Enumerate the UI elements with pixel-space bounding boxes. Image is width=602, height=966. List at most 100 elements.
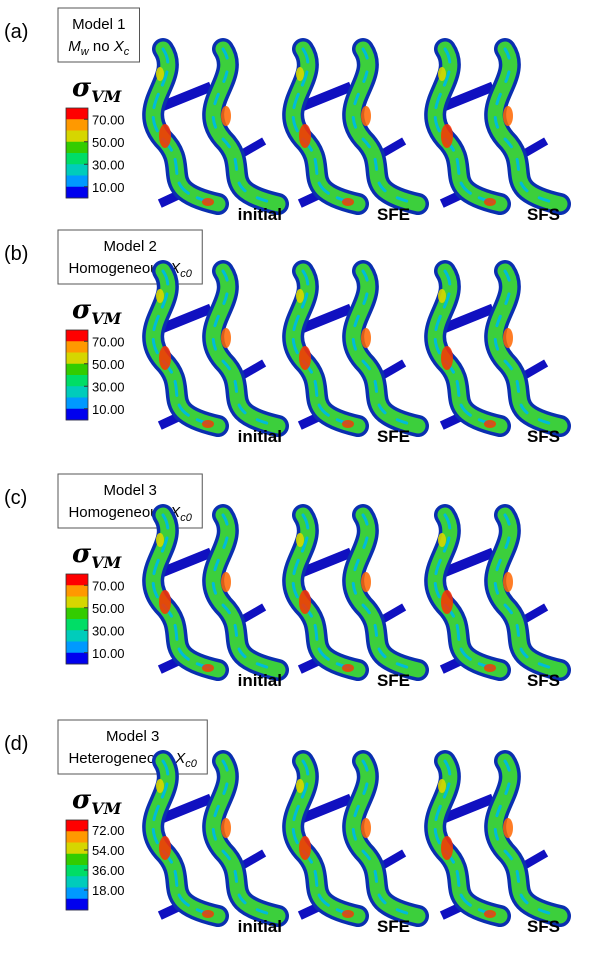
structure-image <box>293 49 418 208</box>
colorbar-band <box>66 854 88 866</box>
caption: initial <box>238 427 282 446</box>
panel: (a)Model 1Mw no XcσVM70.0050.0030.0010.0… <box>4 8 560 224</box>
caption: SFE <box>377 671 410 690</box>
colorbar-tick-label: 10.00 <box>92 180 125 195</box>
caption: initial <box>238 917 282 936</box>
text-segment: c0 <box>185 758 198 770</box>
colorbar-band <box>66 630 88 642</box>
model-name: Model 1 <box>72 16 125 33</box>
structure-image <box>435 271 560 430</box>
colorbar-band <box>66 899 88 911</box>
subscript: VM <box>91 87 122 106</box>
colorbar-tick-label: 36.00 <box>92 863 125 878</box>
symbol: σ <box>72 539 92 569</box>
structure-image <box>293 515 418 674</box>
figure: (a)Model 1Mw no XcσVM70.0050.0030.0010.0… <box>0 0 602 966</box>
colorbar-tick-label: 70.00 <box>92 578 125 593</box>
caption: SFS <box>527 917 560 936</box>
subscript: VM <box>91 309 122 328</box>
panel-label: (d) <box>4 733 28 755</box>
structure-image <box>435 515 560 674</box>
legend-symbol: σVM <box>72 539 123 572</box>
colorbar-tick-label: 70.00 <box>92 334 125 349</box>
legend-symbol: σVM <box>72 73 123 106</box>
colorbar-tick-label: 50.00 <box>92 357 125 372</box>
caption: initial <box>238 671 282 690</box>
colorbar-band <box>66 187 88 199</box>
panel-label: (c) <box>4 487 27 509</box>
structure-image <box>435 761 560 920</box>
colorbar-band <box>66 375 88 387</box>
structure-image <box>153 271 278 430</box>
colorbar-band <box>66 119 88 131</box>
model-name: Model 3 <box>103 482 156 499</box>
caption: SFE <box>377 205 410 224</box>
colorbar-band <box>66 108 88 120</box>
colorbar-band <box>66 831 88 843</box>
colorbar-band <box>66 330 88 342</box>
caption: SFS <box>527 671 560 690</box>
structure-image <box>293 271 418 430</box>
colorbar-band <box>66 597 88 609</box>
caption: SFE <box>377 427 410 446</box>
colorbar-band <box>66 142 88 154</box>
colorbar-tick-label: 18.00 <box>92 883 125 898</box>
colorbar-tick-label: 50.00 <box>92 601 125 616</box>
structure-image <box>153 515 278 674</box>
caption: SFS <box>527 205 560 224</box>
colorbar-band <box>66 843 88 855</box>
colorbar-tick-label: 30.00 <box>92 623 125 638</box>
colorbar-band <box>66 865 88 877</box>
legend-symbol: σVM <box>72 295 123 328</box>
colorbar-band <box>66 398 88 410</box>
panel-label: (a) <box>4 21 28 43</box>
legend-symbol: σVM <box>72 785 123 818</box>
model-name: Model 2 <box>103 238 156 255</box>
colorbar-tick-label: 50.00 <box>92 135 125 150</box>
colorbar-band <box>66 176 88 188</box>
text-segment: c0 <box>180 268 193 280</box>
text-segment: c <box>124 46 130 58</box>
colorbar-tick-label: 30.00 <box>92 157 125 172</box>
colorbar-tick-label: 72.00 <box>92 823 125 838</box>
caption: SFS <box>527 427 560 446</box>
colorbar-band <box>66 353 88 365</box>
structure-image <box>153 49 278 208</box>
colorbar-band <box>66 619 88 631</box>
colorbar-band <box>66 341 88 353</box>
colorbar-tick-label: 10.00 <box>92 646 125 661</box>
colorbar-band <box>66 386 88 398</box>
colorbar-tick-label: 70.00 <box>92 112 125 127</box>
colorbar-band <box>66 642 88 654</box>
colorbar-band <box>66 153 88 165</box>
colorbar-band <box>66 574 88 586</box>
colorbar-band <box>66 876 88 888</box>
colorbar-band <box>66 608 88 620</box>
structure-image <box>293 761 418 920</box>
colorbar-band <box>66 888 88 900</box>
colorbar-band <box>66 409 88 421</box>
colorbar-band <box>66 653 88 665</box>
text-segment: M <box>68 38 81 55</box>
colorbar-band <box>66 164 88 176</box>
panel-label: (b) <box>4 243 28 265</box>
caption: SFE <box>377 917 410 936</box>
symbol: σ <box>72 295 92 325</box>
text-segment: no <box>89 38 114 55</box>
colorbar-band <box>66 364 88 376</box>
text-segment: c0 <box>180 512 193 524</box>
symbol: σ <box>72 73 92 103</box>
subscript: VM <box>91 799 122 818</box>
symbol: σ <box>72 785 92 815</box>
colorbar-tick-label: 10.00 <box>92 402 125 417</box>
structure-image <box>153 761 278 920</box>
model-name: Model 3 <box>106 728 159 745</box>
colorbar-tick-label: 30.00 <box>92 379 125 394</box>
subscript: VM <box>91 553 122 572</box>
colorbar-band <box>66 131 88 143</box>
caption: initial <box>238 205 282 224</box>
colorbar-band <box>66 585 88 597</box>
